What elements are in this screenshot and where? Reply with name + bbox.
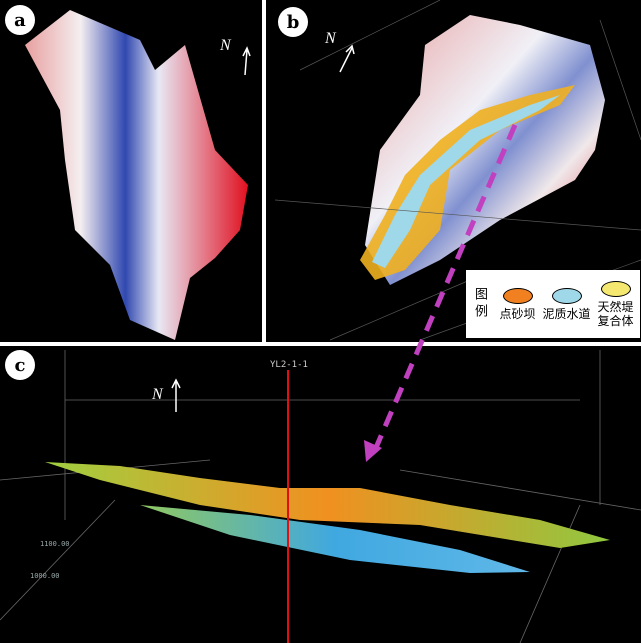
north-label: N <box>325 30 336 48</box>
legend: 图例 点砂坝 泥质水道 天然堤复合体 <box>466 270 640 338</box>
north-label: N <box>220 37 231 55</box>
axis-label: 1000.00 <box>30 572 60 580</box>
north-label: N <box>152 386 163 404</box>
axis-label: 1100.00 <box>40 540 70 548</box>
legend-item: 点砂坝 <box>493 288 542 321</box>
panel-label: c <box>5 350 35 380</box>
legend-text: 点砂坝 <box>499 307 535 321</box>
panel-label: b <box>278 7 308 37</box>
legend-text: 天然堤复合体 <box>595 300 637 328</box>
legend-title: 图例 <box>466 287 493 321</box>
legend-item: 天然堤复合体 <box>591 281 640 328</box>
well-label: YL2-1-1 <box>270 360 308 370</box>
legend-text: 泥质水道 <box>542 307 590 321</box>
panel-label: a <box>5 5 35 35</box>
legend-item: 泥质水道 <box>542 288 591 321</box>
figure: a b c N N N YL2-1-1 1100.00 1000.00 图例 点… <box>0 0 641 643</box>
